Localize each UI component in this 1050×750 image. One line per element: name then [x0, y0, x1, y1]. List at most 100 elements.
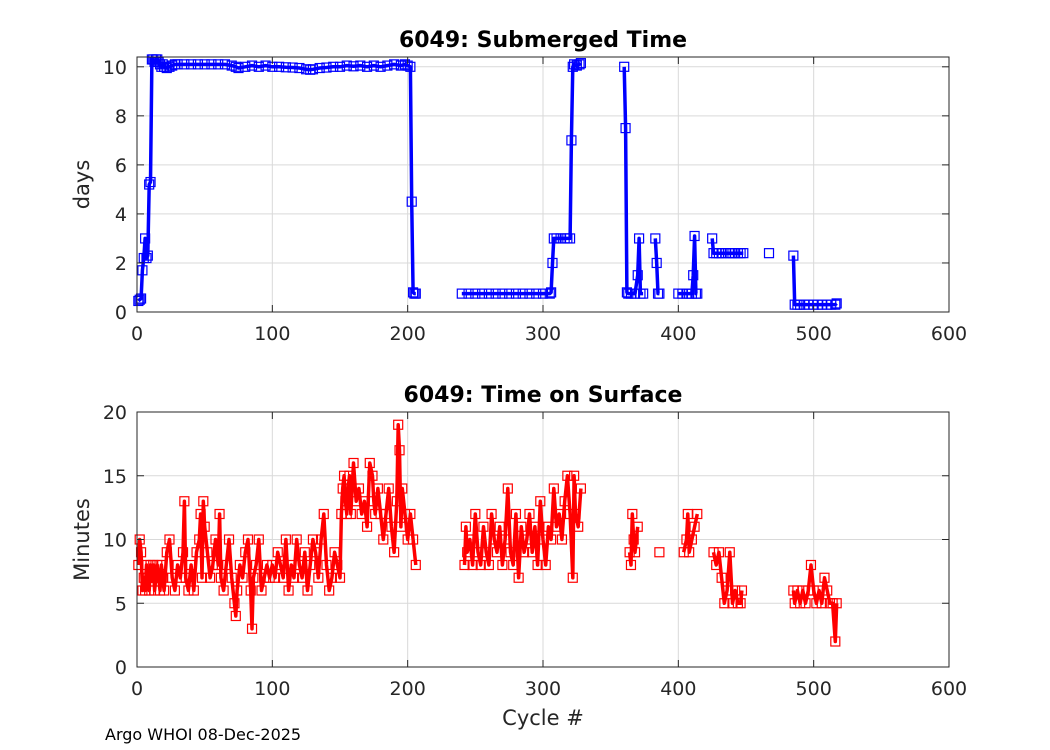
data-point-marker	[192, 59, 203, 70]
y-tick-label: 0	[115, 302, 127, 324]
data-point-marker	[167, 572, 178, 583]
data-point-marker	[221, 559, 232, 571]
y-tick-label: 6	[115, 155, 127, 177]
data-point-marker	[167, 60, 178, 71]
data-point-marker	[678, 547, 689, 558]
data-point-marker	[633, 233, 645, 244]
data-point-marker	[546, 287, 557, 298]
data-point-marker	[491, 547, 503, 558]
data-point-marker	[566, 135, 577, 146]
data-point-marker	[569, 59, 580, 70]
data-point-marker	[318, 508, 329, 520]
data-point-marker	[297, 572, 308, 583]
data-point-marker	[472, 547, 484, 558]
data-point-marker	[721, 585, 733, 596]
data-point-marker	[654, 288, 665, 299]
data-point-marker	[497, 559, 508, 571]
data-point-marker	[803, 585, 814, 596]
data-point-marker	[158, 61, 170, 72]
data-point-marker	[831, 598, 842, 609]
data-point-marker	[145, 176, 156, 188]
data-point-marker	[324, 585, 335, 596]
data-point-marker	[686, 534, 697, 545]
data-point-marker	[730, 585, 741, 596]
data-point-marker	[364, 457, 375, 469]
data-point-marker	[489, 534, 500, 545]
data-point-marker	[134, 294, 145, 305]
data-point-marker	[567, 572, 578, 583]
data-point-marker	[172, 59, 183, 70]
data-point-marker	[242, 534, 254, 545]
data-point-marker	[410, 288, 421, 299]
data-point-marker	[556, 534, 568, 545]
y-tick-label: 15	[103, 466, 127, 488]
data-point-marker	[564, 508, 576, 520]
data-point-marker	[351, 496, 362, 507]
data-point-marker	[210, 534, 221, 545]
data-point-marker	[569, 470, 580, 481]
x-tick-label: 500	[796, 678, 832, 700]
x-tick-label: 200	[390, 678, 426, 700]
x-tick-label: 600	[931, 678, 967, 700]
data-point-marker	[490, 288, 501, 299]
data-point-marker	[186, 559, 197, 571]
data-point-marker	[719, 598, 730, 609]
data-point-marker	[223, 534, 235, 545]
data-point-marker	[161, 547, 172, 558]
data-point-marker	[464, 534, 476, 545]
data-point-marker	[544, 288, 555, 299]
data-point-marker	[183, 585, 194, 596]
data-point-marker	[632, 521, 643, 532]
data-point-marker	[391, 496, 402, 507]
data-point-marker	[348, 457, 359, 469]
data-point-marker	[627, 508, 638, 520]
data-point-marker	[788, 250, 799, 261]
y-tick-label: 20	[103, 402, 127, 424]
data-point-marker	[517, 288, 528, 299]
x-axis-label: Cycle #	[502, 706, 584, 730]
data-point-marker	[179, 496, 190, 507]
data-point-marker	[240, 547, 251, 558]
data-point-marker	[375, 508, 386, 520]
data-point-marker	[140, 233, 151, 244]
data-point-marker	[763, 248, 775, 259]
data-point-marker	[188, 585, 199, 596]
data-point-marker	[800, 598, 811, 609]
data-point-marker	[795, 598, 806, 609]
data-point-marker	[508, 559, 519, 571]
data-point-marker	[407, 534, 419, 545]
data-point-marker	[540, 559, 551, 571]
data-point-marker	[830, 299, 841, 310]
data-point-marker	[831, 298, 842, 309]
data-point-marker	[202, 547, 213, 558]
data-point-marker	[681, 534, 692, 545]
data-point-marker	[399, 59, 411, 70]
data-point-marker	[497, 288, 508, 299]
data-point-marker	[343, 483, 354, 494]
data-point-marker	[708, 547, 719, 558]
data-point-marker	[463, 288, 474, 299]
data-point-marker	[353, 483, 365, 494]
data-point-marker	[280, 534, 291, 545]
data-point-marker	[375, 61, 386, 72]
data-point-marker	[207, 559, 218, 571]
data-point-marker	[264, 572, 275, 583]
data-point-marker	[483, 559, 494, 571]
data-point-marker	[329, 547, 340, 558]
data-point-marker	[213, 59, 224, 70]
data-point-marker	[620, 123, 631, 134]
data-point-marker	[546, 534, 557, 545]
series-line-segment	[653, 238, 660, 296]
data-point-marker	[345, 508, 356, 520]
chart-surface: 0 100 200 300 400 500 600 0 5 10 15 20 6049: Time on…	[70, 383, 967, 730]
data-point-marker	[287, 62, 298, 73]
data-point-marker	[651, 257, 662, 269]
data-point-marker	[521, 534, 532, 545]
data-point-marker	[547, 257, 558, 269]
data-point-marker	[194, 534, 205, 545]
data-point-marker	[288, 572, 300, 583]
data-point-marker	[551, 521, 562, 532]
data-point-marker	[564, 233, 576, 244]
y-tick-label: 5	[115, 593, 127, 615]
